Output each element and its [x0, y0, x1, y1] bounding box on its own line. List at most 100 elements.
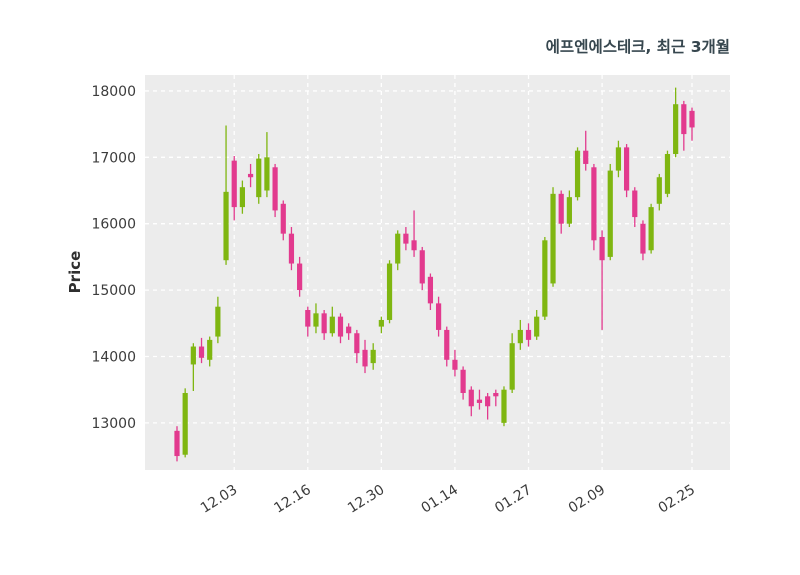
candle-body-up [673, 104, 679, 154]
candle-body-up [395, 233, 401, 264]
candle-body-up [534, 316, 540, 337]
candle [673, 87, 679, 158]
y-tick-label: 18000 [91, 84, 136, 100]
candle [468, 386, 474, 417]
candle-body-down [599, 236, 605, 261]
candle-body-up [664, 154, 671, 194]
x-tick-labels: 12.03 12.16 12.30 01.14 01.27 02.09 02.25 [198, 482, 698, 517]
candle-body-up [182, 392, 188, 455]
candle [574, 147, 581, 201]
candle [182, 388, 188, 458]
candle-body-down [452, 359, 458, 370]
candle-body-up [550, 193, 556, 284]
candle [435, 296, 442, 337]
candle-body-down [525, 329, 532, 340]
candle [207, 336, 213, 367]
candle-body-up [542, 240, 548, 317]
candle [493, 389, 499, 407]
x-tick-label: 01.27 [492, 482, 534, 517]
candle-body-down [198, 346, 205, 358]
candle [452, 349, 458, 377]
candle-body-down [468, 389, 474, 407]
candle [403, 227, 409, 251]
candle-body-up [239, 187, 245, 208]
candle-body-down [231, 160, 237, 208]
candle-body-down [624, 147, 630, 191]
y-tick-label: 13000 [91, 416, 136, 432]
candle [444, 326, 450, 367]
candle [297, 256, 303, 297]
candle-body-up [648, 207, 654, 251]
candle [534, 310, 540, 340]
y-tick-label: 16000 [91, 217, 136, 233]
candle [411, 210, 417, 257]
candle-body-down [591, 167, 597, 241]
candle [256, 154, 262, 204]
candle-body-up [370, 349, 376, 364]
candle-body-up [190, 346, 196, 365]
y-tick-label: 15000 [91, 283, 136, 299]
candle [419, 246, 425, 291]
candle-body-down [427, 276, 434, 304]
candle [656, 173, 662, 211]
candle-body-down [346, 326, 352, 334]
plot-area [145, 75, 730, 470]
candle [362, 339, 368, 374]
candle [632, 187, 638, 228]
candle [566, 190, 572, 228]
candle [313, 303, 319, 334]
candle [231, 155, 237, 221]
candle [558, 190, 564, 234]
candle [337, 313, 344, 344]
gridlines [145, 75, 730, 470]
candle [305, 306, 311, 337]
candle-body-down [476, 399, 483, 403]
candle [476, 389, 483, 410]
y-axis-label: Price [66, 251, 84, 294]
y-tick-label: 17000 [91, 150, 136, 166]
candle-body-down [174, 430, 180, 457]
candle-body-up [607, 170, 613, 257]
candle [190, 343, 196, 391]
candle [264, 132, 270, 198]
candle-body-down [632, 190, 638, 218]
x-tick-label: 02.09 [566, 482, 608, 517]
candle-body-up [313, 313, 319, 327]
candle [550, 187, 556, 287]
candle [509, 333, 515, 393]
candle [198, 337, 205, 364]
candle-body-up [566, 197, 572, 224]
candle [386, 260, 393, 324]
candle-body-down [403, 233, 409, 244]
candle-body-down [288, 233, 295, 264]
x-tick-label: 12.16 [271, 482, 314, 517]
candle-body-up [615, 147, 622, 171]
candle-body-up [509, 343, 515, 390]
candle-body-down [272, 167, 278, 211]
candle [378, 316, 384, 334]
candle-body-up [378, 319, 384, 327]
candle [640, 220, 646, 261]
candle-body-up [574, 150, 581, 198]
candle [288, 227, 295, 271]
candle-body-up [386, 263, 393, 320]
candle-body-up [501, 389, 507, 423]
candle-series [174, 87, 695, 462]
candle [223, 125, 229, 265]
candle-body-down [362, 349, 368, 367]
candle [664, 150, 671, 198]
candle [583, 130, 589, 171]
candle-body-down [460, 369, 466, 393]
candle [329, 306, 335, 337]
candle-body-up [517, 329, 523, 344]
candle [174, 426, 180, 462]
candle-body-down [419, 250, 425, 284]
candle-body-down [280, 203, 286, 234]
candle-body-down [558, 193, 564, 224]
candle-body-down [247, 173, 254, 178]
candle-body-up [223, 191, 229, 261]
candle [591, 163, 597, 251]
candle-body-down [583, 150, 589, 164]
candle [272, 163, 278, 218]
